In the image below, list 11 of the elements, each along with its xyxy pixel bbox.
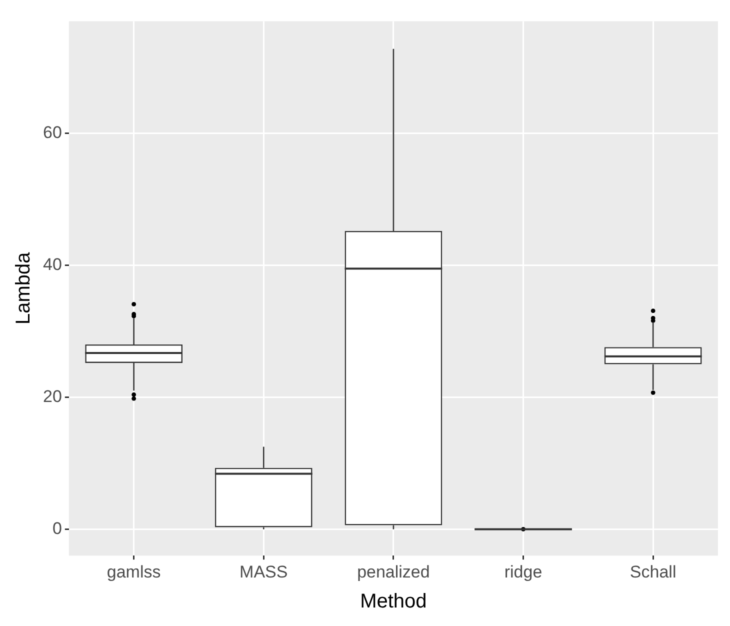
x-tick-label: penalized	[357, 562, 430, 582]
x-tick-label: ridge	[504, 562, 542, 582]
x-tick-label: Schall	[630, 562, 676, 582]
y-axis-title: Lambda	[12, 251, 35, 325]
y-tick-label: 60	[42, 123, 62, 142]
x-tick-label: gamlss	[106, 562, 161, 582]
y-tick-label: 0	[52, 518, 62, 538]
x-axis-title: Method	[360, 590, 427, 613]
x-tick-label: MASS	[240, 562, 288, 582]
y-tick-label: 20	[42, 386, 62, 406]
y-tick-label: 40	[42, 254, 62, 274]
